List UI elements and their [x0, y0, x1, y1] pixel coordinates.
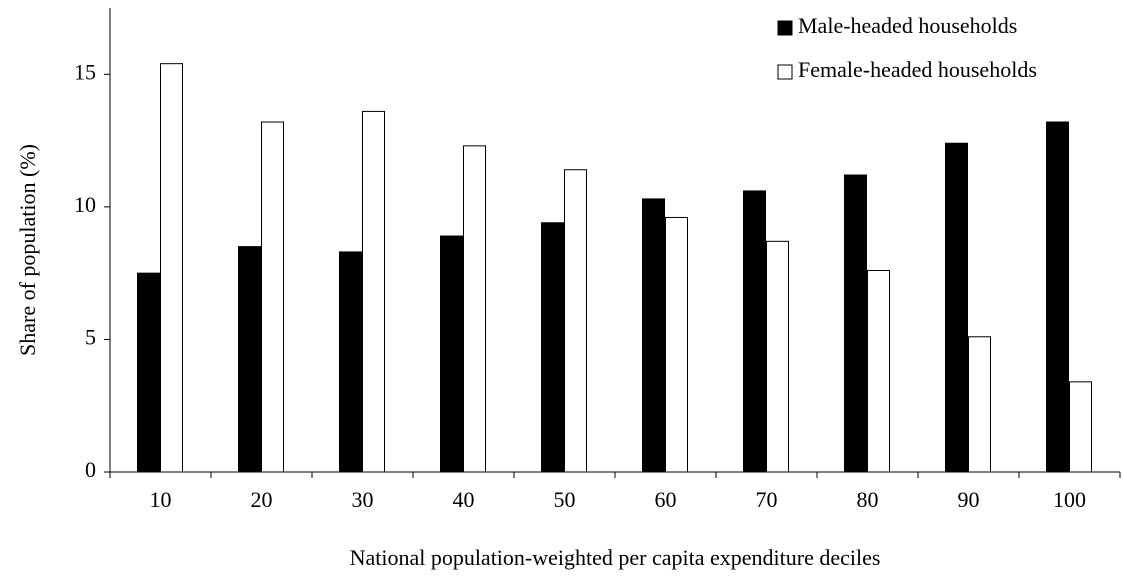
bar: [642, 198, 665, 473]
bar: [160, 63, 183, 473]
x-tick-label: 90: [958, 487, 980, 512]
bar: [743, 190, 766, 473]
bar: [1046, 121, 1069, 473]
bar: [766, 240, 789, 473]
y-tick-label: 0: [85, 457, 96, 482]
bar: [665, 216, 688, 473]
x-tick-label: 50: [554, 487, 576, 512]
bar: [564, 169, 587, 473]
y-tick-label: 5: [85, 324, 96, 349]
bar: [339, 251, 362, 473]
x-axis-label: National population-weighted per capita …: [350, 545, 881, 570]
bar: [261, 121, 284, 473]
bar: [867, 269, 890, 473]
x-tick-label: 80: [857, 487, 879, 512]
x-tick-label: 100: [1053, 487, 1086, 512]
x-tick-label: 20: [251, 487, 273, 512]
bar: [541, 222, 564, 473]
bar: [1069, 381, 1092, 473]
bar: [844, 174, 867, 473]
x-tick-label: 30: [352, 487, 374, 512]
legend-label: Female-headed households: [798, 57, 1037, 82]
legend-swatch: [777, 64, 793, 80]
x-tick-label: 70: [756, 487, 778, 512]
legend-label: Male-headed households: [798, 13, 1017, 38]
bar: [238, 246, 261, 473]
y-tick-label: 15: [74, 59, 96, 84]
bar: [440, 235, 463, 473]
bar: [137, 272, 160, 473]
legend-swatch: [777, 20, 793, 36]
bar: [968, 336, 991, 473]
x-tick-label: 40: [453, 487, 475, 512]
bar: [463, 145, 486, 473]
y-axis-label: Share of population (%): [15, 144, 40, 356]
y-tick-label: 10: [74, 192, 96, 217]
x-tick-label: 60: [655, 487, 677, 512]
x-tick-label: 10: [150, 487, 172, 512]
bar: [945, 142, 968, 473]
bar: [362, 110, 385, 473]
